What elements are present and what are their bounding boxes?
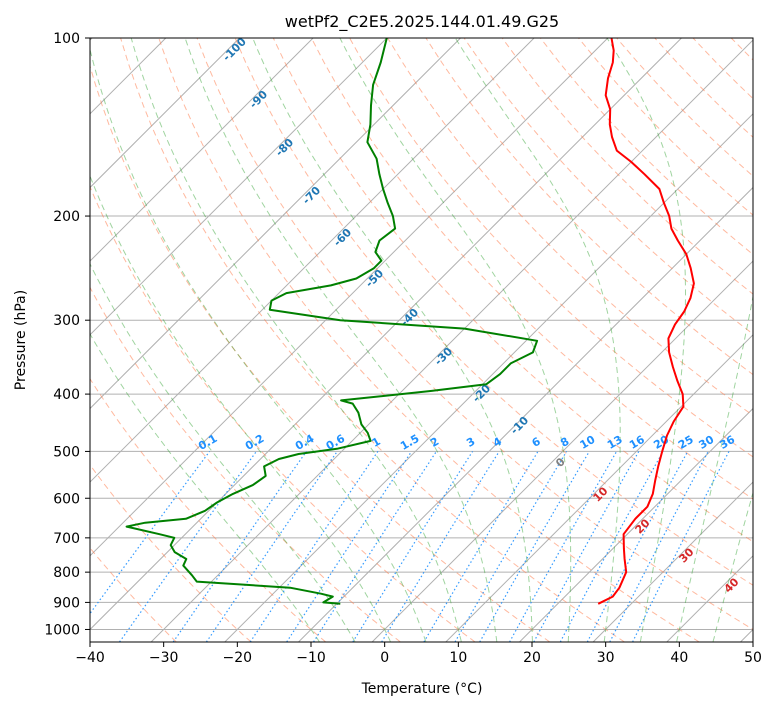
mixing-ratio-line — [172, 451, 307, 642]
isotherm-line — [90, 38, 388, 336]
mixing-ratio-line — [249, 451, 379, 642]
chart-title: wetPf2_C2E5.2025.144.01.49.G25 — [285, 12, 559, 32]
moist-adiabat-line — [184, 38, 498, 642]
x-tick-label: −40 — [75, 650, 105, 666]
x-tick-label: −10 — [296, 650, 326, 666]
mixing-ratio-line — [119, 451, 257, 642]
temperature-profile-line — [597, 38, 695, 605]
isotherm-line — [445, 334, 753, 642]
x-tick-label: 0 — [380, 650, 389, 666]
dry-adiabat-line — [196, 38, 753, 631]
dry-adiabat-line — [90, 377, 327, 642]
dry-adiabat-line — [90, 464, 252, 642]
moist-adiabat-line — [90, 174, 392, 642]
isotherm-line — [90, 38, 240, 189]
y-tick-label: 400 — [53, 387, 80, 403]
mixing-ratio-line — [286, 451, 413, 642]
isotherm-line — [90, 38, 609, 557]
isotherm-line — [90, 38, 314, 262]
dry-adiabat-line — [310, 38, 753, 500]
mixing-ratio-line — [90, 451, 211, 615]
y-tick-label: 900 — [53, 595, 80, 611]
mixing-ratio-line — [559, 451, 664, 642]
moist-adiabat-line — [90, 262, 356, 642]
x-tick-label: −20 — [223, 650, 253, 666]
y-tick-label: 300 — [53, 313, 80, 329]
x-axis-label: Temperature (°C) — [361, 681, 483, 697]
isotherm-line — [519, 407, 753, 642]
dry-adiabat-line — [120, 38, 625, 642]
moist-adiabat-line — [676, 293, 753, 642]
background-lines — [90, 38, 775, 642]
plot-frame — [89, 37, 754, 643]
moist-adiabat-line — [90, 47, 427, 642]
dry-adiabat-line — [463, 38, 753, 335]
isotherm-line — [592, 481, 753, 642]
y-tick-label: 200 — [53, 209, 80, 225]
dry-adiabat-line — [769, 38, 775, 642]
x-tick-label: 30 — [597, 650, 615, 666]
isotherm-line — [371, 260, 753, 642]
dry-adiabat-line — [158, 38, 700, 642]
mixing-ratio-line — [632, 451, 730, 642]
dry-adiabat-line — [234, 38, 753, 586]
y-tick-label: 800 — [53, 565, 80, 581]
isotherm-line — [150, 39, 753, 642]
mixing-ratio-line — [312, 451, 437, 642]
x-tick-label: 50 — [744, 650, 762, 666]
moist-adiabat-line — [252, 38, 533, 642]
isotherm-line — [90, 38, 461, 410]
isotherm-line — [90, 38, 682, 631]
dry-adiabat-line — [90, 64, 551, 642]
x-tick-label: 40 — [670, 650, 688, 666]
data-lines — [125, 38, 695, 605]
mixing-ratio-line — [205, 451, 338, 642]
dewpoint-profile-line — [125, 38, 539, 605]
axes: −40 −30 −20 −10 0 10 20 30 40 50 100 200 300 400 500 60… — [44, 31, 762, 666]
moist-adiabat-line — [606, 38, 686, 642]
moist-adiabat-line — [339, 38, 572, 642]
mixing-ratio-line — [533, 451, 640, 642]
x-tick-label: 10 — [449, 650, 467, 666]
x-tick-label: 20 — [523, 650, 541, 666]
y-tick-label: 500 — [53, 444, 80, 460]
y-tick-label: 100 — [53, 31, 80, 47]
y-tick-label: 1000 — [44, 622, 80, 638]
dry-adiabat-line — [501, 38, 753, 295]
y-tick-label: 700 — [53, 531, 80, 547]
y-axis-label: Pressure (hPa) — [13, 290, 29, 390]
isotherm-line — [90, 38, 535, 483]
moist-adiabat-line — [712, 490, 753, 642]
mixing-ratio-line — [381, 451, 500, 642]
mixing-ratio-line — [509, 451, 618, 642]
x-tick-label: −30 — [149, 650, 179, 666]
moist-adiabat-line — [130, 38, 462, 642]
moist-adiabat-line — [90, 332, 320, 642]
y-tick-label: 600 — [53, 491, 80, 507]
plot-background — [90, 38, 753, 642]
dry-adiabat-line — [272, 38, 753, 543]
